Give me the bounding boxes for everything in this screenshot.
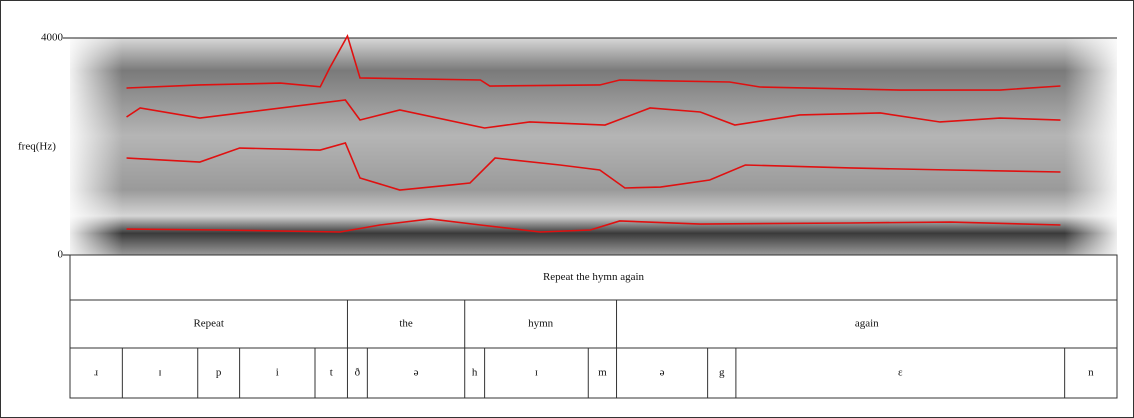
y-axis-label: freq(Hz) [18, 141, 56, 153]
interval-label: n [1088, 367, 1094, 379]
interval-label: hymn [528, 318, 554, 330]
interval-label: ð [355, 367, 361, 379]
interval-label: g [719, 367, 725, 379]
interval-label: ɪ [159, 367, 162, 379]
interval-label: ɹ [94, 367, 98, 379]
interval-label: Repeat the hymn again [543, 271, 645, 283]
interval-label: ɪ [535, 367, 538, 379]
interval-label: ə [660, 367, 665, 379]
y-tick-label: 0 [58, 249, 64, 261]
y-tick-label: 4000 [41, 32, 64, 44]
interval-label: the [399, 318, 413, 330]
interval-label: Repeat [193, 318, 224, 330]
chart: freq(Hz) 0 4000 Repeat the hymn again Repea… [0, 0, 1134, 418]
interval-label: i [276, 367, 279, 379]
interval-label: again [855, 318, 879, 330]
interval-label: m [598, 367, 607, 379]
interval-label: t [330, 367, 333, 379]
interval-label: ə [414, 367, 419, 379]
interval-label: p [216, 367, 222, 379]
interval-label: ɛ [898, 367, 903, 379]
interval-label: h [472, 367, 478, 379]
